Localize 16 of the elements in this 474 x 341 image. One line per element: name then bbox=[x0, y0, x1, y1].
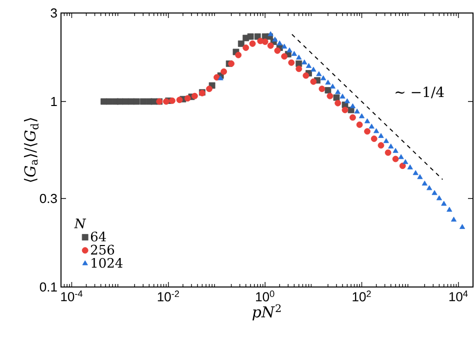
x-tick-label: 10$^{0}$ bbox=[256, 290, 274, 302]
x-axis-title: pN$^{2}$ bbox=[252, 304, 281, 320]
y-axis-title: ⟨G$_{a}$⟩/⟨G$_{d}$⟩ bbox=[24, 118, 39, 182]
x-tick-label: 10$^{-2}$ bbox=[158, 290, 179, 302]
legend-label: 1024 bbox=[92, 258, 123, 268]
x-tick-label: 10$^{-4}$ bbox=[61, 290, 82, 302]
y-tick-label: 1 bbox=[51, 97, 57, 106]
x-tick-label: 10$^{2}$ bbox=[352, 290, 371, 302]
y-tick-label: 3 bbox=[50, 8, 57, 18]
y-tick-label: 0.1 bbox=[40, 282, 57, 292]
y-tick-label: 0.3 bbox=[40, 194, 57, 204]
legend-label: 64 bbox=[90, 232, 106, 242]
legend-label: 256 bbox=[90, 244, 114, 255]
annotation: ∼ −1/4 bbox=[396, 86, 444, 98]
x-tick-label: 10$^{4}$ bbox=[449, 290, 468, 302]
legend-title: N bbox=[74, 218, 86, 228]
